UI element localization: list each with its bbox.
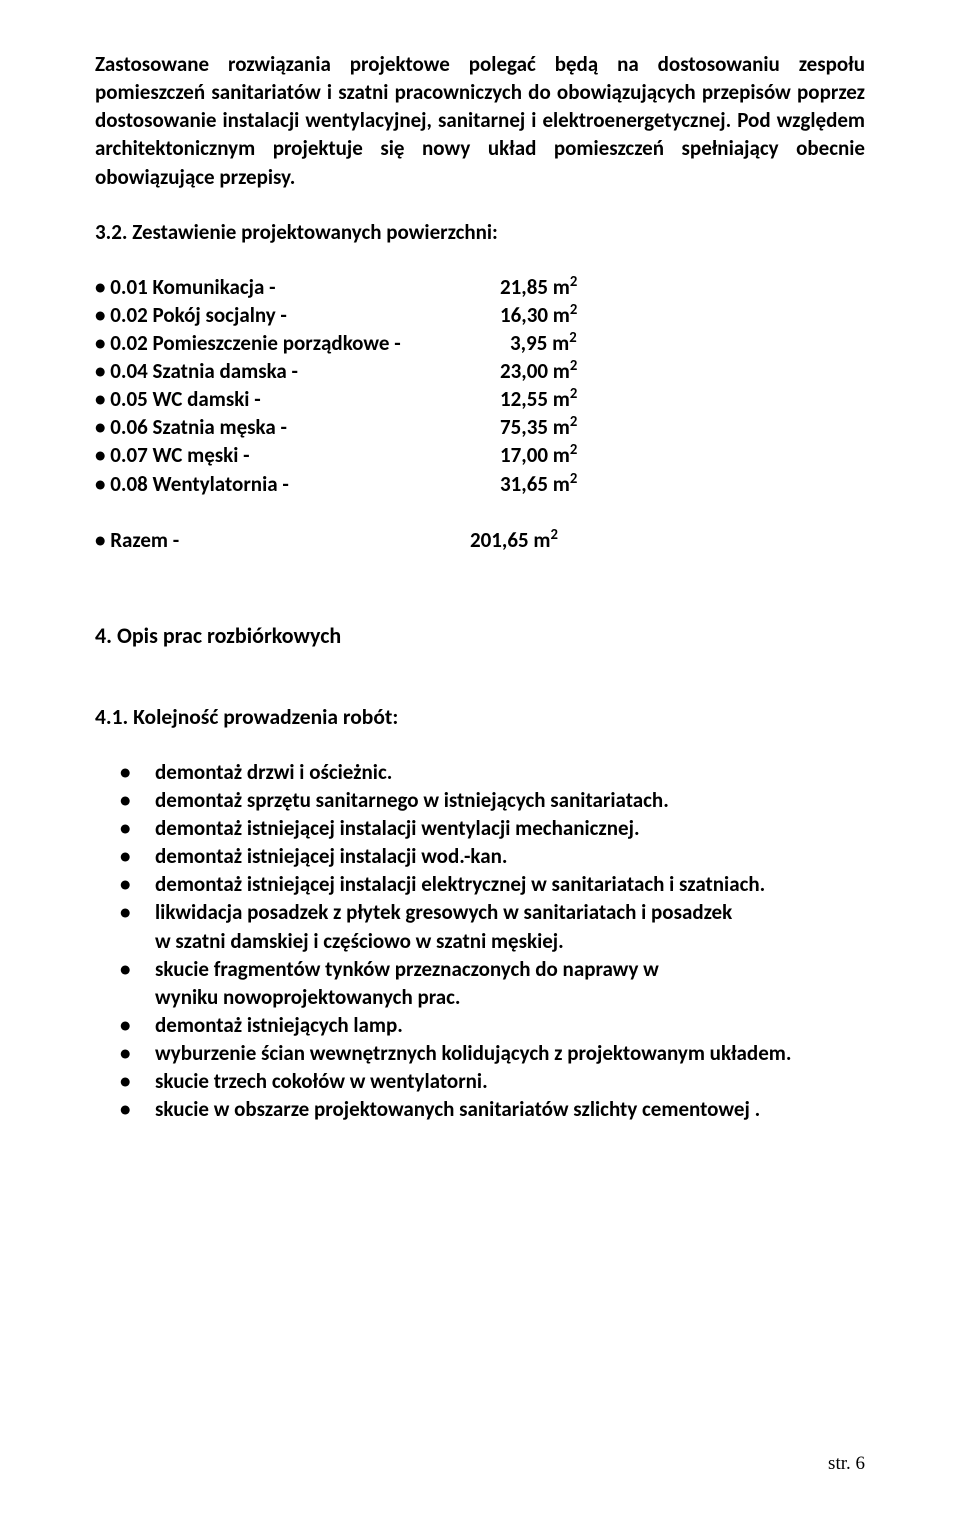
area-value: 3,95 m2: [510, 329, 577, 357]
page-number: str. 6: [828, 1453, 865, 1475]
list-item: wyburzenie ścian wewnętrznych kolidujący…: [95, 1039, 865, 1067]
area-list: • 0.01 Komunikacja - 21,85 m2 • 0.02 Pok…: [95, 273, 865, 498]
area-row: • 0.08 Wentylatornia - 31,65 m2: [95, 470, 865, 498]
section-4-heading: 4. Opis prac rozbiórkowych: [95, 622, 865, 649]
total-label: • Razem -: [95, 526, 470, 554]
area-value: 17,00 m2: [500, 441, 577, 469]
list-item: demontaż drzwi i ościeżnic.: [95, 758, 865, 786]
area-value: 23,00 m2: [500, 357, 577, 385]
area-row: • 0.02 Pomieszczenie porządkowe - 3,95 m…: [95, 329, 865, 357]
area-value: 75,35 m2: [500, 413, 577, 441]
area-label: • 0.02 Pomieszczenie porządkowe -: [95, 329, 510, 357]
area-row: • 0.06 Szatnia męska - 75,35 m2: [95, 413, 865, 441]
area-value: 21,85 m2: [500, 273, 577, 301]
area-value: 12,55 m2: [500, 385, 577, 413]
area-value: 16,30 m2: [500, 301, 577, 329]
list-item: likwidacja posadzek z płytek gresowych w…: [95, 898, 865, 954]
area-row: • 0.04 Szatnia damska - 23,00 m2: [95, 357, 865, 385]
total-value: 201,65 m2: [470, 526, 558, 554]
list-item-continuation: wyniku nowoprojektowanych prac.: [155, 983, 865, 1011]
area-row: • 0.02 Pokój socjalny - 16,30 m2: [95, 301, 865, 329]
area-label: • 0.05 WC damski -: [95, 385, 500, 413]
area-row: • 0.07 WC męski - 17,00 m2: [95, 441, 865, 469]
work-list: demontaż drzwi i ościeżnic. demontaż spr…: [95, 758, 865, 1124]
area-label: • 0.02 Pokój socjalny -: [95, 301, 500, 329]
section-4-1-heading: 4.1. Kolejność prowadzenia robót:: [95, 704, 865, 730]
list-item: skucie trzech cokołów w wentylatorni.: [95, 1067, 865, 1095]
list-item: demontaż istniejącej instalacji elektryc…: [95, 870, 865, 898]
area-label: • 0.08 Wentylatornia -: [95, 470, 500, 498]
area-label: • 0.07 WC męski -: [95, 441, 500, 469]
area-label: • 0.01 Komunikacja -: [95, 273, 500, 301]
list-item-continuation: w szatni damskiej i częściowo w szatni m…: [155, 927, 865, 955]
list-item: demontaż istniejącej instalacji wentylac…: [95, 814, 865, 842]
area-label: • 0.06 Szatnia męska -: [95, 413, 500, 441]
list-item: demontaż sprzętu sanitarnego w istniejąc…: [95, 786, 865, 814]
total-row: • Razem - 201,65 m2: [95, 526, 865, 554]
area-row: • 0.05 WC damski - 12,55 m2: [95, 385, 865, 413]
intro-paragraph: Zastosowane rozwiązania projektowe poleg…: [95, 50, 865, 191]
list-item: skucie fragmentów tynków przeznaczonych …: [95, 955, 865, 1011]
list-item: demontaż istniejącej instalacji wod.-kan…: [95, 842, 865, 870]
area-label: • 0.04 Szatnia damska -: [95, 357, 500, 385]
area-value: 31,65 m2: [500, 470, 577, 498]
area-row: • 0.01 Komunikacja - 21,85 m2: [95, 273, 865, 301]
section-3-2-heading: 3.2. Zestawienie projektowanych powierzc…: [95, 219, 865, 245]
list-item: demontaż istniejących lamp.: [95, 1011, 865, 1039]
list-item: skucie w obszarze projektowanych sanitar…: [95, 1095, 865, 1123]
